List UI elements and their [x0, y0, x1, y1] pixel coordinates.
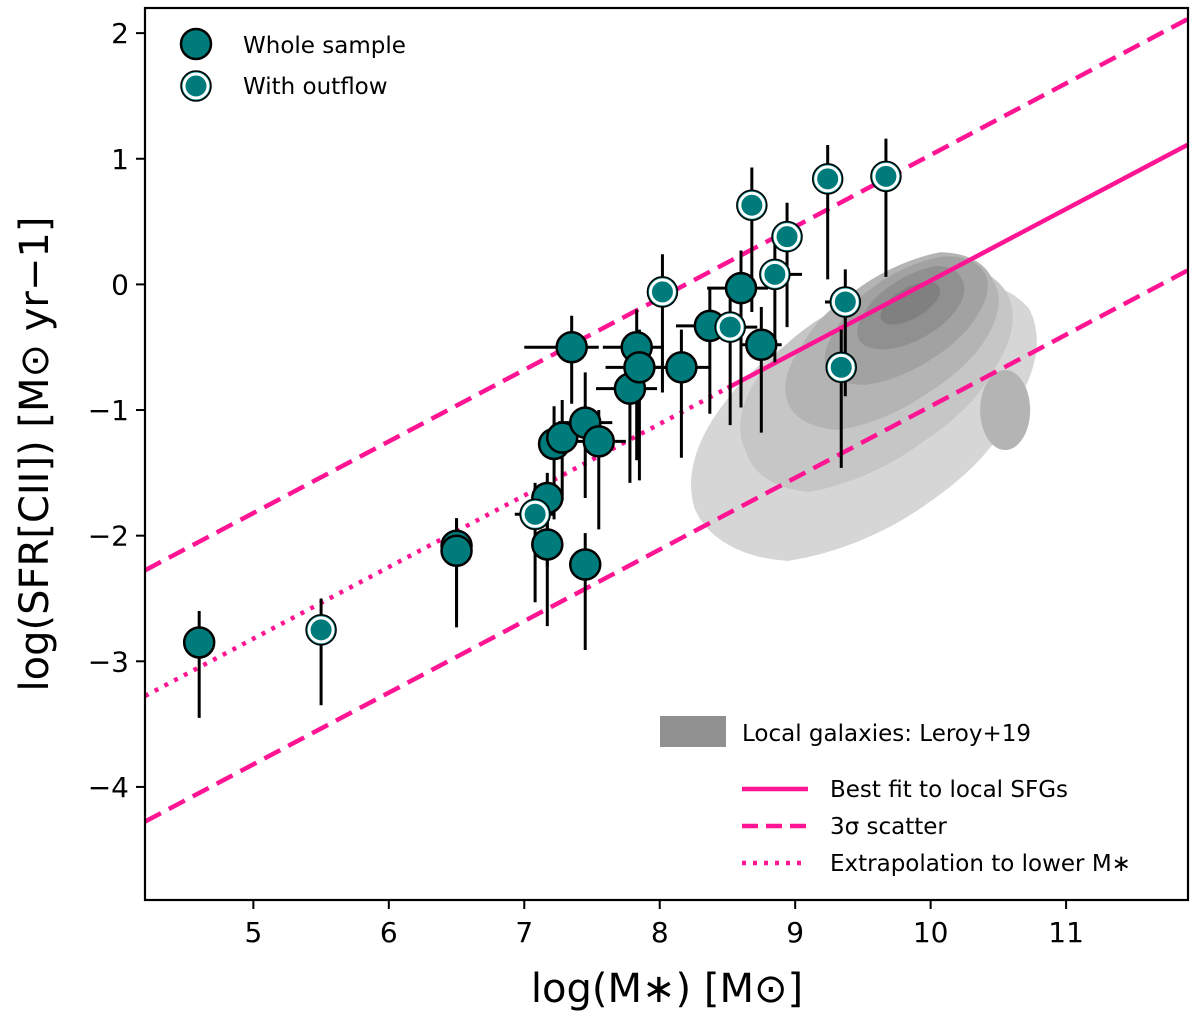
legend-contour-label: Local galaxies: Leroy+19 — [742, 721, 1031, 747]
outflow-point-7-ring — [773, 223, 801, 251]
legend-whole-sample-label: Whole sample — [243, 33, 406, 59]
legend-lines: Local galaxies: Leroy+19 Best fit to loc… — [660, 716, 1131, 877]
whole-point-5 — [531, 528, 564, 561]
outflow-point-5-ring — [738, 191, 766, 219]
x-tick-label-6: 6 — [380, 916, 398, 949]
y-axis-title: log(SFR[CII]) [M⊙ yr−1] — [12, 217, 58, 692]
whole-point-18 — [745, 328, 778, 361]
y-tick-label-0: 0 — [111, 268, 129, 301]
whole-point-1 — [182, 626, 216, 659]
y-tick-label-1: 1 — [111, 143, 129, 176]
x-tick-label-8: 8 — [651, 916, 669, 949]
outflow-point-11-ring — [872, 162, 900, 190]
legend-with-outflow-ring — [182, 72, 210, 100]
whole-point-15 — [665, 351, 698, 384]
y-tick-label--2: −2 — [88, 520, 129, 553]
data-points — [182, 160, 902, 659]
scatter-lower-line — [145, 268, 1188, 824]
whole-point-8 — [555, 330, 588, 364]
x-tick-label-11: 11 — [1048, 916, 1084, 949]
x-tick-label-5: 5 — [244, 916, 262, 949]
legend-contour-swatch — [660, 716, 726, 747]
contour-secondary-peak — [980, 370, 1031, 451]
whole-point-11 — [582, 425, 616, 458]
x-tick-label-7: 7 — [515, 916, 533, 949]
x-axis-title: log(M∗) [M⊙] — [531, 966, 803, 1012]
x-axis-ticks: 5 6 7 8 9 10 11 — [244, 900, 1084, 949]
outflow-point-6-ring — [761, 260, 789, 288]
whole-point-3 — [440, 534, 473, 567]
local-galaxies-contours — [691, 252, 1037, 561]
y-tick-label--3: −3 — [88, 645, 129, 678]
outflow-point-1-ring — [307, 616, 335, 644]
legend-points: Whole sample With outflow — [179, 27, 406, 102]
outflow-point-4-ring — [716, 313, 744, 341]
y-tick-label--4: −4 — [88, 771, 129, 804]
legend-extrapolation-label: Extrapolation to lower M∗ — [830, 851, 1131, 877]
whole-point-7 — [545, 421, 579, 454]
outflow-point-3-ring — [648, 278, 676, 306]
legend-scatter-label: 3σ scatter — [830, 814, 947, 840]
y-tick-label--1: −1 — [88, 394, 129, 427]
whole-point-14 — [623, 351, 656, 384]
contour-level-6 — [880, 282, 940, 325]
x-tick-label-9: 9 — [786, 916, 804, 949]
relation-lines — [145, 16, 1188, 824]
scatter-upper-line — [145, 16, 1188, 573]
whole-point-9 — [568, 548, 602, 581]
outflow-point-8-ring — [814, 165, 842, 193]
legend-whole-sample-marker — [179, 27, 213, 61]
y-tick-label-2: 2 — [111, 17, 129, 50]
outflow-point-2-ring — [521, 500, 549, 528]
legend-fit-label: Best fit to local SFGs — [830, 777, 1068, 803]
legend-with-outflow-label: With outflow — [243, 74, 388, 100]
whole-point-17 — [724, 271, 758, 305]
outflow-point-9-ring — [827, 353, 855, 381]
x-tick-label-10: 10 — [913, 916, 949, 949]
y-axis-ticks: 2 1 0 −1 −2 −3 −4 — [88, 17, 145, 804]
outflow-point-10-ring — [831, 288, 859, 316]
best-fit-line — [726, 142, 1188, 391]
plot-frame — [143, 6, 1190, 902]
